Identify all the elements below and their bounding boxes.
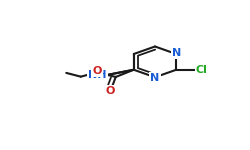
Text: N: N (150, 73, 160, 83)
Text: NH: NH (88, 70, 107, 80)
Text: N: N (172, 48, 181, 58)
Text: Cl: Cl (196, 65, 208, 75)
Text: O: O (105, 86, 115, 96)
Text: O: O (92, 66, 102, 76)
